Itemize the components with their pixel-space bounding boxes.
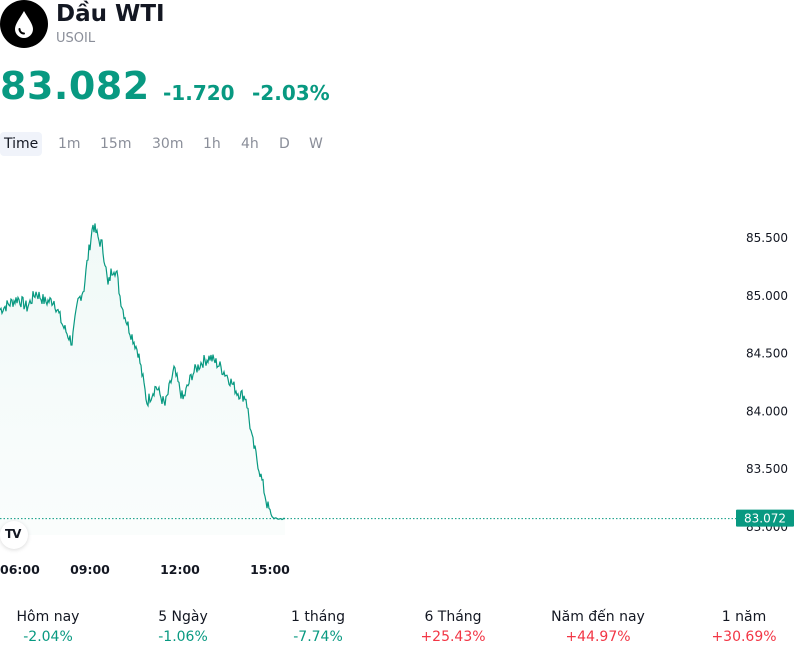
tab-1m[interactable]: 1m	[58, 136, 81, 152]
tab-30m[interactable]: 30m	[152, 136, 184, 152]
perf-item-1m[interactable]: 1 tháng -7.74%	[248, 606, 388, 648]
perf-item-ytd[interactable]: Năm đến nay +44.97%	[528, 606, 668, 648]
symbol-header: Dầu WTI USOIL	[0, 0, 800, 60]
perf-item-today[interactable]: Hôm nay -2.04%	[0, 606, 118, 648]
price-line	[0, 223, 286, 521]
x-tick-label: 12:00	[160, 562, 200, 577]
performance-bar: Hôm nay -2.04% 5 Ngày -1.06% 1 tháng -7.…	[0, 606, 800, 654]
price-change-percent: -2.03%	[252, 81, 330, 105]
perf-label: Hôm nay	[16, 609, 80, 625]
y-tick-label: 83.500	[746, 462, 788, 476]
last-price-label-box	[736, 509, 794, 527]
perf-value: -2.04%	[23, 629, 73, 645]
perf-value: -7.74%	[293, 629, 343, 645]
tab-4h[interactable]: 4h	[241, 136, 259, 152]
oil-drop-icon	[0, 0, 48, 48]
tab-15m[interactable]: 15m	[100, 136, 132, 152]
perf-label: 1 năm	[721, 609, 767, 625]
x-tick-label: 15:00	[250, 562, 290, 577]
y-tick-label: 84.500	[746, 347, 788, 361]
perf-item-1y[interactable]: 1 năm +30.69%	[674, 606, 800, 648]
y-tick-label: 85.000	[746, 289, 788, 303]
tradingview-logo-icon[interactable]: TV	[0, 521, 28, 549]
perf-label: 5 Ngày	[158, 609, 208, 625]
x-tick-label: 09:00	[70, 562, 110, 577]
last-price-label: 83.072	[744, 512, 786, 526]
tab-1h[interactable]: 1h	[203, 136, 221, 152]
x-tick-label: 06:00	[0, 562, 40, 577]
perf-label: 1 tháng	[290, 609, 346, 625]
perf-item-5d[interactable]: 5 Ngày -1.06%	[113, 606, 253, 648]
symbol-ticker: USOIL	[56, 31, 96, 46]
perf-value: +25.43%	[420, 629, 486, 645]
perf-value: +44.97%	[565, 629, 631, 645]
y-tick-label: 84.000	[746, 404, 788, 418]
perf-label: 6 Tháng	[424, 609, 482, 625]
perf-item-6m[interactable]: 6 Tháng +25.43%	[383, 606, 523, 648]
symbol-title: Dầu WTI	[56, 1, 165, 27]
perf-label: Năm đến nay	[551, 609, 645, 625]
tab-d[interactable]: D	[279, 136, 290, 152]
price-area-fill	[0, 223, 285, 535]
price-row: 83.082 -1.720 -2.03%	[0, 62, 800, 110]
perf-value: +30.69%	[711, 629, 777, 645]
tab-w[interactable]: W	[309, 136, 323, 152]
perf-value: -1.06%	[158, 629, 208, 645]
y-tick-label: 85.500	[746, 231, 788, 245]
tab-time[interactable]: Time	[0, 132, 43, 156]
price-change: -1.720	[163, 81, 235, 105]
last-price: 83.082	[0, 64, 150, 108]
